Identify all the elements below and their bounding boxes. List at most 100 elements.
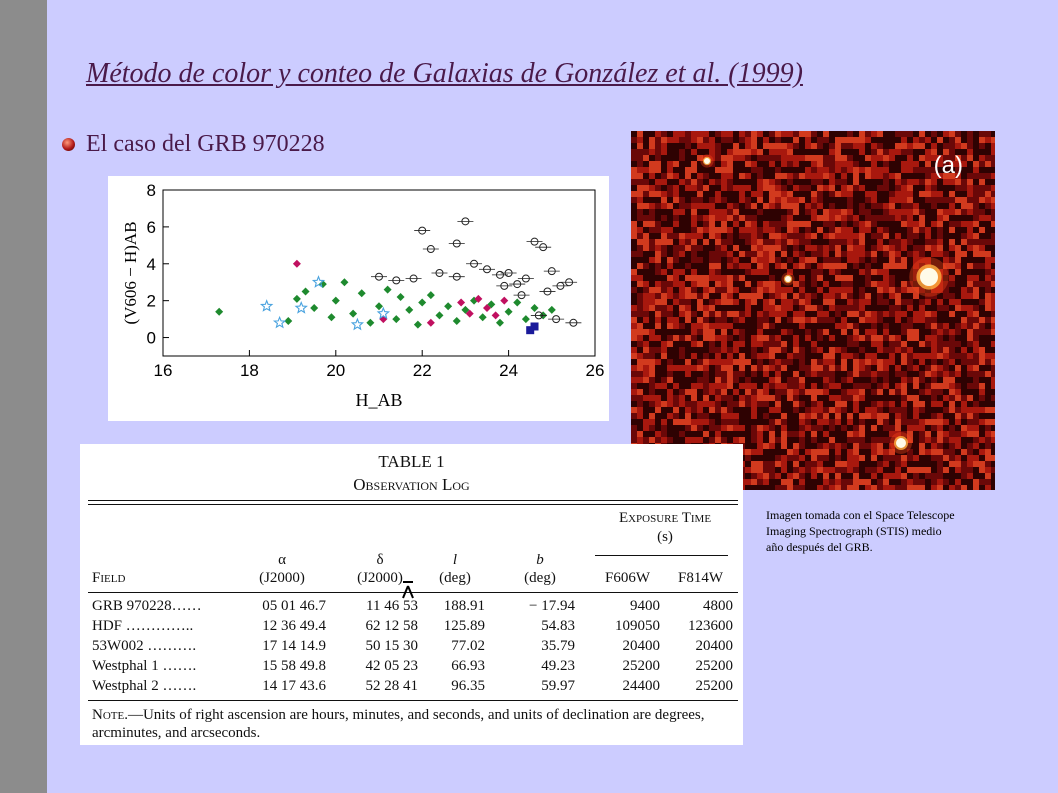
data-point xyxy=(457,298,466,307)
bullet-icon xyxy=(62,138,75,151)
table-cell: 50 15 30 xyxy=(365,638,419,654)
table-cell: 4800 xyxy=(703,598,733,614)
table-cell: 05 01 46.7 xyxy=(262,598,326,614)
data-point xyxy=(487,300,496,309)
bullet-text: El caso del GRB 970228 xyxy=(86,131,325,157)
table-cell: 188.91 xyxy=(443,598,485,614)
data-point xyxy=(530,311,547,320)
table-row-field: Westphal 1 ……. xyxy=(92,658,197,674)
data-point xyxy=(543,267,560,276)
data-point xyxy=(405,274,422,283)
data-point xyxy=(376,306,391,320)
caption-line: Imaging Spectrograph (STIS) medio xyxy=(766,524,942,538)
column-header: F606W xyxy=(605,570,650,586)
table-cell: 20400 xyxy=(695,638,734,654)
note-label: Note. xyxy=(92,707,128,723)
table-title: TABLE 1 xyxy=(378,452,445,471)
table-cell: 49.23 xyxy=(541,658,575,674)
data-point xyxy=(426,291,435,300)
cursor-icon xyxy=(402,581,414,599)
x-axis-label: H_AB xyxy=(355,390,402,410)
y-tick-label: 4 xyxy=(147,255,156,274)
column-unit: (J2000) xyxy=(357,570,403,586)
data-point xyxy=(478,313,487,322)
data-point xyxy=(388,276,405,285)
data-point xyxy=(435,311,444,320)
y-tick-label: 0 xyxy=(147,329,156,348)
table-cell: 24400 xyxy=(622,678,661,694)
x-tick-label: 18 xyxy=(240,361,259,380)
table-cell: 125.89 xyxy=(443,618,485,634)
data-point xyxy=(357,289,366,298)
data-point xyxy=(457,217,474,226)
x-tick-label: 26 xyxy=(586,361,605,380)
exposure-unit: (s) xyxy=(657,529,673,545)
grb-host xyxy=(781,272,795,286)
data-point xyxy=(413,320,422,329)
data-point xyxy=(215,307,224,316)
data-point xyxy=(526,326,535,335)
table-row-field: HDF ………….. xyxy=(92,618,194,634)
data-point xyxy=(526,237,543,246)
column-header: α xyxy=(278,552,286,568)
data-point xyxy=(548,315,565,324)
bullet-item: El caso del GRB 970228 xyxy=(62,131,325,158)
data-point xyxy=(465,309,474,318)
panel-label: (a) xyxy=(934,152,963,179)
data-point xyxy=(292,294,301,303)
y-axis-label: (V606 − H)AB xyxy=(121,221,140,324)
table-cell: 123600 xyxy=(688,618,733,634)
table-note: Note.—Units of right ascension are hours… xyxy=(92,706,740,742)
table-cell: 59.97 xyxy=(541,678,575,694)
table-cell: 54.83 xyxy=(541,618,575,634)
table-cell: 17 14 14.9 xyxy=(262,638,326,654)
table-rule-top-2 xyxy=(88,504,738,505)
table-cell: 20400 xyxy=(622,638,661,654)
image-caption: Imagen tomada con el Space Telescope Ima… xyxy=(766,507,1016,555)
x-tick-label: 16 xyxy=(154,361,173,380)
data-point xyxy=(350,317,364,331)
data-point xyxy=(259,299,274,312)
data-point xyxy=(422,245,439,254)
table-cell: 42 05 23 xyxy=(365,658,419,674)
y-tick-label: 8 xyxy=(147,181,156,200)
x-tick-label: 24 xyxy=(499,361,518,380)
column-header: δ xyxy=(376,552,384,568)
header-rule xyxy=(88,592,738,593)
data-point xyxy=(375,302,383,311)
table-cell: 9400 xyxy=(630,598,660,614)
column-header: l xyxy=(452,552,458,568)
image-noise xyxy=(631,131,997,491)
data-point xyxy=(513,298,522,307)
table-cell: − 17.94 xyxy=(529,598,575,614)
data-point xyxy=(495,318,504,327)
data-point xyxy=(414,226,431,235)
bright-star xyxy=(909,257,949,297)
table-cell: 62 12 58 xyxy=(365,618,419,634)
caption-line: año después del GRB. xyxy=(766,540,873,554)
data-point xyxy=(452,316,461,325)
data-point xyxy=(517,274,534,283)
table-cell: 52 28 41 xyxy=(365,678,419,694)
x-tick-label: 20 xyxy=(326,361,345,380)
data-point xyxy=(311,275,326,288)
left-sidebar-bar xyxy=(0,0,47,793)
data-point xyxy=(366,318,375,327)
data-point xyxy=(396,292,405,301)
table-row-field: 53W002 ………. xyxy=(92,638,197,654)
data-point xyxy=(284,316,293,325)
exposure-header: Exposure Time xyxy=(618,510,712,526)
data-point xyxy=(272,315,287,329)
data-point xyxy=(509,280,526,289)
table-cell: 96.35 xyxy=(451,678,485,694)
star xyxy=(700,154,714,168)
data-point xyxy=(310,304,319,313)
data-point xyxy=(500,296,509,305)
table-cell: 25200 xyxy=(622,658,661,674)
table-cell: 15 58 49.8 xyxy=(262,658,326,674)
data-point xyxy=(535,243,552,252)
y-tick-label: 6 xyxy=(147,218,156,237)
stis-image: (a) xyxy=(631,131,997,491)
table-row-field: Westphal 2 ……. xyxy=(92,678,197,694)
table-cell: 66.93 xyxy=(451,658,485,674)
